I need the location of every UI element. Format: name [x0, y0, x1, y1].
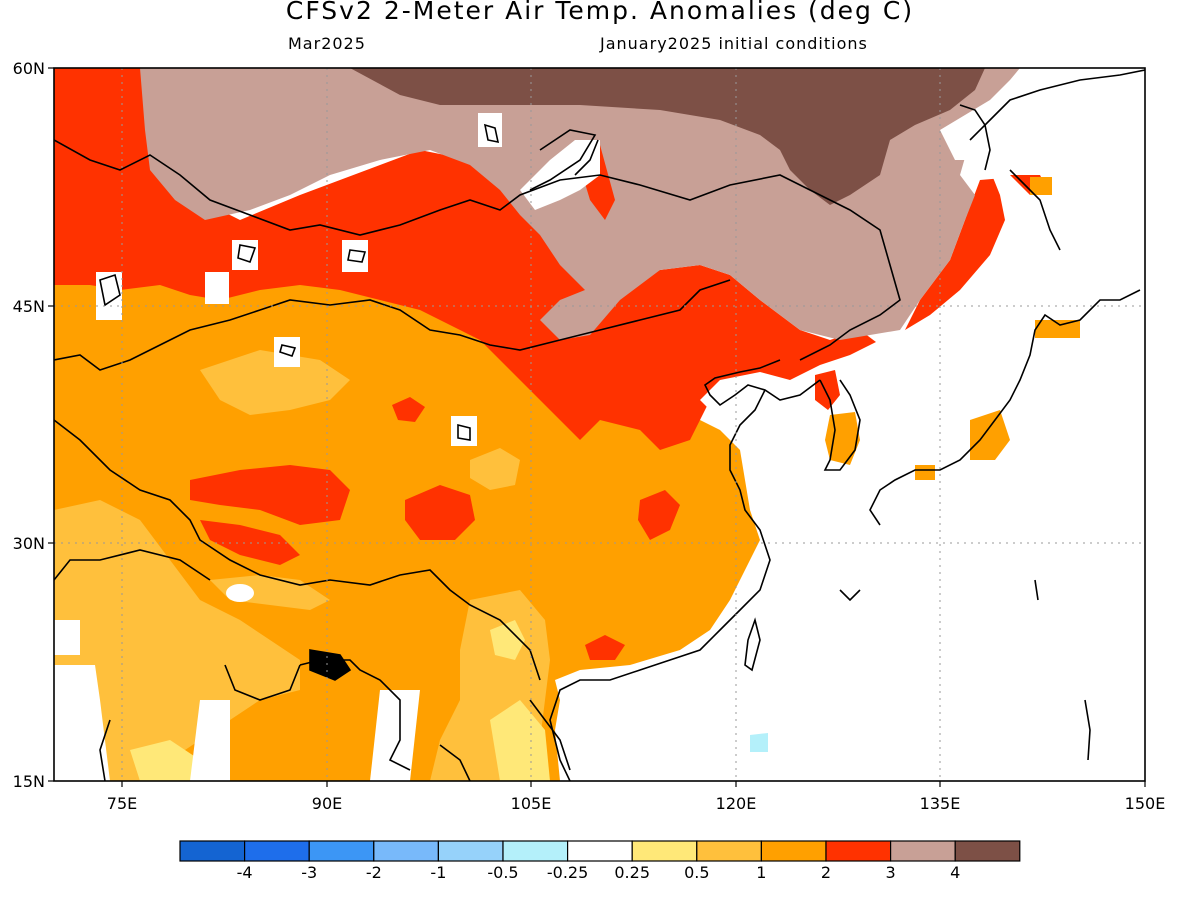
legend-label: -4 — [237, 863, 253, 882]
legend-swatch — [954, 840, 1021, 862]
region-orange-japan — [970, 410, 1010, 460]
region-light-orange-central — [470, 448, 520, 490]
legend-swatch — [437, 840, 504, 862]
chart-title: CFSv2 2-Meter Air Temp. Anomalies (deg C… — [285, 0, 915, 25]
legend-swatch — [889, 840, 956, 862]
lat-label-45n: 45N — [13, 297, 45, 316]
valid-month-label: Mar2025 — [288, 34, 366, 53]
legend-label: 1 — [756, 863, 766, 882]
legend-swatch — [308, 840, 375, 862]
lat-label-60n: 60N — [13, 59, 45, 78]
legend-label: -0.5 — [487, 863, 518, 882]
region-light-yellow-laos — [490, 620, 525, 660]
region-light-orange-tibet-north — [200, 350, 350, 415]
legend-label: -1 — [430, 863, 446, 882]
legend-swatch — [244, 840, 310, 862]
legend-label: 4 — [950, 863, 960, 882]
color-legend-labels: -4 -3 -2 -1 -0.5 -0.25 0.25 0.5 1 2 3 4 — [237, 863, 961, 882]
legend-swatch — [696, 840, 762, 862]
lon-label-150e: 150E — [1125, 794, 1166, 813]
lat-label-15n: 15N — [13, 772, 45, 791]
shaded-anomaly-field — [54, 68, 1145, 781]
region-light-orange-west — [54, 500, 300, 781]
lon-axis — [121, 781, 1146, 787]
region-brown — [350, 68, 985, 205]
lon-label-75e: 75E — [107, 794, 137, 813]
lat-label-30n: 30N — [13, 534, 45, 553]
legend-label: 3 — [886, 863, 896, 882]
legend-label: -0.25 — [547, 863, 588, 882]
legend-label: -3 — [301, 863, 317, 882]
legend-swatch — [179, 840, 246, 862]
lat-axis — [48, 67, 54, 782]
lon-label-120e: 120E — [716, 794, 757, 813]
legend-label: -2 — [366, 863, 382, 882]
legend-label: 0.5 — [684, 863, 709, 882]
region-red-north — [54, 68, 880, 450]
region-red-tibet — [190, 465, 350, 525]
initial-conditions-label: January2025 initial conditions — [600, 34, 868, 53]
region-red-south — [585, 635, 625, 660]
region-red-small-1 — [392, 397, 425, 422]
region-light-yellow-india — [130, 740, 200, 781]
region-orange-hokkaido — [1035, 320, 1080, 338]
legend-label: 2 — [821, 863, 831, 882]
legend-swatch — [760, 840, 827, 862]
map-frame — [53, 67, 1146, 782]
legend-swatch — [566, 840, 633, 862]
region-light-blue-taiwan — [750, 733, 768, 752]
color-legend — [179, 840, 1021, 862]
lon-label-105e: 105E — [511, 794, 552, 813]
legend-swatch — [631, 840, 698, 862]
lon-label-90e: 90E — [312, 794, 342, 813]
region-red-qinghai — [405, 485, 475, 540]
legend-swatch — [373, 840, 439, 862]
region-red-korea — [815, 370, 840, 410]
coastlines-and-borders — [54, 69, 1145, 781]
lon-label-135e: 135E — [920, 794, 961, 813]
region-red-central — [638, 490, 680, 540]
legend-swatch — [825, 840, 892, 862]
region-light-yellow-myanmar — [490, 700, 550, 781]
legend-swatch — [502, 840, 569, 862]
legend-label: 0.25 — [614, 863, 650, 882]
region-orange-sakhalin — [1030, 177, 1052, 195]
